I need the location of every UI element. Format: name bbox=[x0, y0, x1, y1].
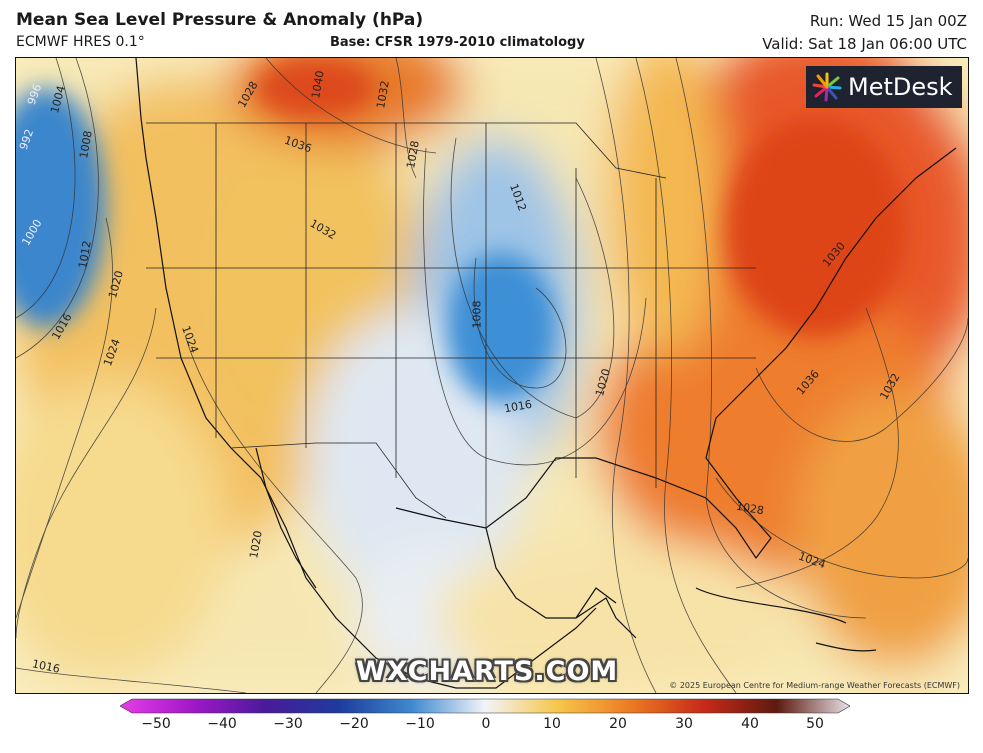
isobar-label: 1000 bbox=[19, 217, 45, 248]
colorbar-ticks: −50 −40 −30 −20 −10 0 10 20 30 40 50 bbox=[0, 716, 983, 740]
isobar-label: 992 bbox=[16, 127, 37, 152]
colorbar-tick: −40 bbox=[207, 716, 237, 732]
isobar-label: 1024 bbox=[179, 324, 201, 355]
isobar-label: 1028 bbox=[735, 499, 765, 518]
coastlines bbox=[135, 58, 957, 689]
valid-time-label: Valid: Sat 18 Jan 06:00 UTC bbox=[762, 35, 967, 53]
isobar-label: 1028 bbox=[235, 79, 261, 110]
anomaly-colorbar bbox=[120, 698, 850, 714]
colorbar-tick: 40 bbox=[741, 716, 759, 732]
colorbar-tick: −20 bbox=[339, 716, 369, 732]
isobar-label: 1016 bbox=[30, 657, 62, 676]
run-time-label: Run: Wed 15 Jan 00Z bbox=[809, 12, 967, 30]
metdesk-burst-icon bbox=[812, 72, 842, 102]
isobar-label: 1008 bbox=[470, 300, 484, 329]
colorbar-tick: 0 bbox=[481, 716, 491, 732]
pressure-anomaly-map[interactable]: 996 992 1004 1008 1000 1012 1020 1016 10… bbox=[15, 57, 969, 694]
metdesk-logo-text: MetDesk bbox=[848, 73, 953, 101]
base-climatology-label: Base: CFSR 1979-2010 climatology bbox=[330, 35, 585, 50]
isobar-label: 1030 bbox=[820, 239, 848, 270]
isobar-label: 1012 bbox=[76, 239, 94, 270]
anomaly-cores bbox=[16, 58, 906, 403]
isobar-label: 1020 bbox=[247, 529, 265, 560]
isobar-label: 1028 bbox=[404, 139, 422, 170]
isobar-labels: 996 992 1004 1008 1000 1012 1020 1016 10… bbox=[16, 58, 968, 693]
colorbar-tick: 50 bbox=[806, 716, 824, 732]
political-borders bbox=[146, 122, 756, 528]
isobar-label: 1032 bbox=[307, 216, 339, 243]
isobar-label: 1004 bbox=[48, 84, 68, 115]
isobar-label: 1036 bbox=[282, 133, 314, 156]
colorbar-tick: −10 bbox=[405, 716, 435, 732]
isobar-label: 1008 bbox=[77, 129, 95, 160]
isobar-label: 1020 bbox=[593, 367, 613, 398]
isobar-label: 1024 bbox=[101, 337, 123, 368]
isobar-lines bbox=[16, 58, 968, 693]
colorbar-tick: −50 bbox=[141, 716, 171, 732]
isobar-label: 1024 bbox=[796, 549, 828, 572]
model-label: ECMWF HRES 0.1° bbox=[16, 34, 145, 50]
isobar-label: 1032 bbox=[877, 371, 903, 402]
isobar-label: 1016 bbox=[503, 397, 533, 416]
colorbar-tick: −30 bbox=[273, 716, 303, 732]
isobar-label: 1012 bbox=[507, 182, 529, 213]
isobar-label: 1040 bbox=[309, 69, 327, 100]
isobar-label: 1020 bbox=[106, 269, 126, 300]
isobar-label: 1016 bbox=[49, 311, 75, 342]
ecmwf-copyright: © 2025 European Centre for Medium-range … bbox=[669, 681, 960, 690]
colorbar-tick: 30 bbox=[675, 716, 693, 732]
isobar-label: 1036 bbox=[794, 367, 822, 398]
metdesk-logo: MetDesk bbox=[806, 66, 962, 108]
colorbar-tick: 10 bbox=[543, 716, 561, 732]
wxcharts-watermark: WXCHARTS.COM bbox=[356, 656, 619, 687]
chart-title: Mean Sea Level Pressure & Anomaly (hPa) bbox=[16, 10, 424, 30]
map-canvas bbox=[16, 58, 968, 693]
colorbar-tick: 20 bbox=[609, 716, 627, 732]
isobar-label: 996 bbox=[24, 82, 45, 107]
isobar-label: 1032 bbox=[374, 79, 392, 110]
